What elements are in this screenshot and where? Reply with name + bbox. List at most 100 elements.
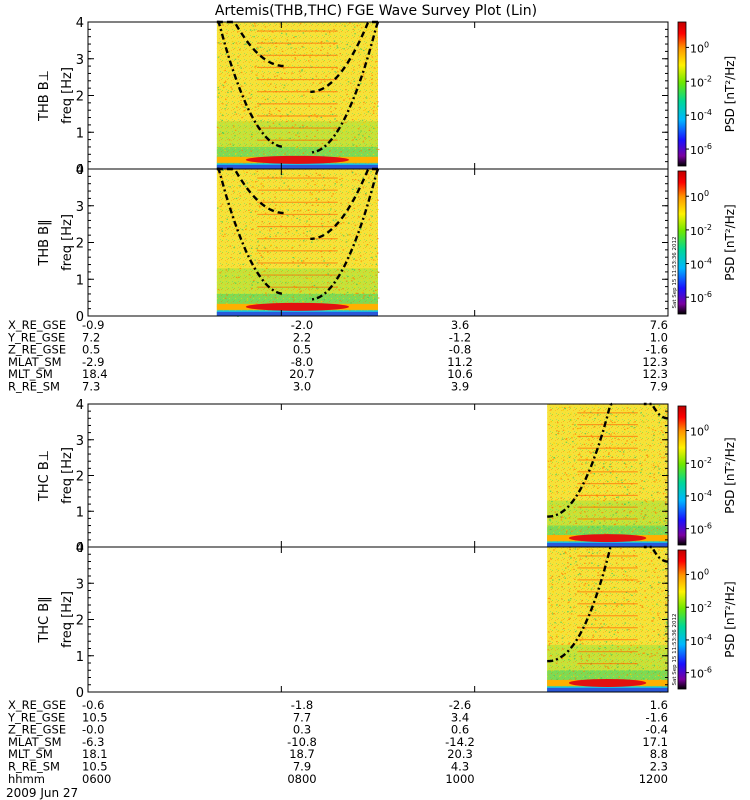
speckle [616, 666, 619, 668]
speckle [600, 440, 602, 442]
speckle [296, 217, 298, 219]
speckle [362, 297, 365, 299]
speckle [626, 440, 628, 442]
speckle [551, 584, 554, 586]
gyrofrequency-curve [310, 168, 380, 301]
speckle [222, 103, 224, 105]
ephemeris-value: -0.9 [82, 318, 104, 332]
speckle [570, 555, 573, 557]
speckle [352, 139, 354, 141]
speckle [603, 563, 606, 565]
speckle [240, 71, 243, 74]
speckle [612, 554, 615, 556]
panel-label: THB B‖ [37, 219, 52, 266]
speckle [601, 527, 603, 529]
speckle [312, 204, 314, 206]
dominant-line [245, 302, 349, 311]
speckle [651, 620, 653, 622]
speckle [594, 607, 596, 609]
speckle [337, 269, 339, 271]
speckle [323, 188, 326, 191]
speckle [559, 406, 561, 409]
speckle [609, 472, 612, 474]
speckle [370, 171, 372, 173]
speckle [622, 453, 625, 455]
speckle [300, 290, 302, 292]
speckle [641, 626, 644, 628]
speckle [316, 116, 318, 118]
speckle [320, 49, 322, 51]
speckle [584, 676, 586, 678]
speckle [592, 504, 594, 507]
ephemeris-value: -1.6 [646, 710, 668, 724]
speckle [556, 491, 558, 493]
speckle [665, 621, 668, 623]
speckle [578, 453, 581, 455]
speckle [559, 604, 561, 606]
speckle [568, 669, 571, 671]
speckle [622, 551, 625, 553]
harmonic-line [257, 250, 338, 252]
speckle [650, 466, 653, 468]
speckle [593, 473, 596, 475]
speckle [312, 114, 315, 116]
gyrofrequency-curve [643, 545, 668, 563]
speckle [230, 86, 232, 88]
speckle [590, 589, 592, 591]
speckle [320, 210, 322, 212]
speckle [348, 233, 350, 235]
speckle [361, 275, 363, 277]
speckle [358, 51, 360, 53]
speckle [653, 404, 655, 406]
ephemeris-label: X_RE_GSE [8, 318, 66, 332]
speckle [264, 26, 267, 28]
speckle [342, 122, 345, 124]
speckle [628, 492, 631, 494]
speckle [302, 232, 305, 234]
speckle [587, 526, 590, 528]
speckle [556, 641, 558, 643]
speckle [243, 162, 245, 164]
speckle [553, 675, 555, 677]
speckle [644, 459, 646, 461]
speckle [621, 449, 623, 451]
speckle [229, 143, 232, 145]
harmonic-line [257, 139, 338, 141]
speckle [585, 519, 588, 521]
speckle [352, 277, 354, 279]
speckle [557, 630, 560, 632]
speckle [624, 463, 627, 465]
speckle [643, 678, 645, 680]
speckle [221, 203, 224, 205]
speckle [373, 281, 375, 283]
speckle [574, 677, 577, 679]
speckle [288, 101, 290, 103]
speckle [649, 522, 652, 524]
speckle [360, 48, 363, 50]
speckle [374, 285, 376, 288]
speckle [632, 512, 634, 514]
speckle [662, 431, 664, 433]
speckle [638, 449, 641, 451]
speckle [613, 609, 615, 611]
speckle [272, 100, 274, 102]
speckle [253, 173, 256, 175]
speckle [218, 92, 220, 94]
speckle [626, 493, 628, 495]
speckle [242, 263, 244, 265]
speckle [575, 561, 577, 563]
speckle [224, 108, 226, 110]
speckle [633, 523, 635, 525]
speckle [570, 598, 572, 600]
speckle [343, 293, 346, 295]
speckle [649, 521, 651, 523]
colorbar-tick-label: 10-4 [690, 489, 712, 504]
speckle [588, 581, 590, 583]
speckle [291, 252, 293, 254]
speckle [609, 446, 611, 449]
speckle [264, 270, 266, 272]
speckle [617, 663, 619, 665]
speckle [602, 456, 605, 458]
speckle [604, 560, 607, 562]
speckle [653, 630, 655, 632]
